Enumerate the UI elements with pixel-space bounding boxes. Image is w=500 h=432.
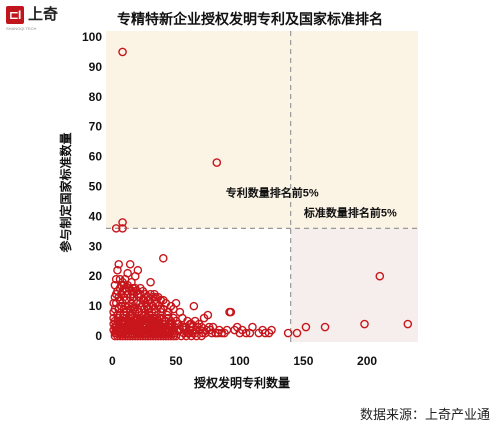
data-point: [254, 328, 264, 338]
data-point: [222, 325, 232, 335]
brand-subtitle: SHANGQI TECH: [6, 26, 37, 31]
data-point: [189, 301, 199, 311]
logo-mark-box: ⊏I: [6, 6, 24, 24]
data-point: [403, 319, 413, 329]
data-point: [213, 328, 223, 338]
data-point: [125, 259, 135, 269]
chart-title: 专精特新企业授权发明专利及国家标准排名: [117, 11, 383, 27]
y-axis-title: 参与制定国家标准数量: [58, 132, 73, 252]
data-point: [125, 292, 135, 302]
data-point: [118, 47, 127, 57]
data-point: [148, 292, 158, 302]
data-point: [167, 319, 177, 329]
brand-name: 上奇: [28, 6, 59, 23]
data-point: [109, 298, 118, 308]
data-point: [111, 274, 121, 284]
annotation-standard-top: 标准数量排名前5%: [303, 205, 397, 219]
logo-mark: ⊏I: [9, 8, 21, 22]
top-percentile-patent-zone: [106, 31, 418, 229]
data-point: [320, 322, 330, 332]
data-point: [201, 328, 210, 338]
y-tick-label: 50: [89, 180, 103, 194]
x-tick-label: 50: [169, 354, 183, 368]
y-tick-label: 100: [82, 30, 102, 44]
data-point: [146, 277, 155, 287]
data-point: [113, 265, 122, 275]
y-axis-ticks: 0 10 20 30 40 50 60 70 80 90 100: [82, 30, 102, 343]
y-tick-label: 20: [89, 269, 103, 283]
data-point: [118, 218, 127, 227]
data-point: [264, 328, 274, 338]
brand-logo: ⊏I 上奇 SHANGQI TECH: [6, 6, 68, 36]
y-tick-label: 80: [89, 90, 103, 104]
y-tick-label: 0: [95, 329, 102, 343]
top-percentile-standard-zone: [290, 228, 418, 342]
data-point: [375, 271, 385, 281]
data-point: [301, 322, 311, 332]
annotation-patent-top: 专利数量排名前5%: [226, 185, 319, 199]
data-point: [171, 298, 181, 308]
data-points: [109, 47, 413, 341]
data-point: [159, 295, 168, 305]
y-tick-label: 30: [89, 239, 103, 253]
data-point: [156, 295, 166, 305]
y-tick-label: 40: [89, 209, 103, 223]
data-point: [283, 328, 293, 338]
data-point: [226, 307, 236, 317]
x-axis-title: 授权发明专利数量: [194, 375, 290, 390]
data-point: [114, 259, 124, 269]
data-point: [159, 253, 168, 263]
data-point: [109, 307, 118, 317]
data-point: [199, 313, 209, 323]
data-point: [118, 224, 127, 233]
data-point: [130, 271, 140, 281]
data-point: [360, 319, 369, 329]
data-point: [237, 325, 247, 335]
x-tick-label: 100: [230, 354, 250, 368]
y-tick-label: 60: [89, 150, 103, 164]
data-point: [260, 328, 270, 338]
y-tick-label: 70: [89, 120, 103, 134]
x-tick-label: 0: [109, 354, 116, 368]
y-tick-label: 10: [89, 299, 103, 313]
data-point: [115, 274, 125, 284]
data-point: [111, 224, 121, 233]
x-tick-label: 150: [293, 354, 313, 368]
data-point: [212, 158, 222, 167]
data-point: [245, 328, 255, 338]
x-axis-ticks: 0 50 100 150 200: [109, 354, 377, 368]
source-note: 数据来源：上奇产业通: [359, 407, 490, 422]
x-tick-label: 200: [357, 354, 377, 368]
data-point: [292, 328, 302, 338]
data-point: [207, 328, 216, 338]
y-tick-label: 90: [89, 60, 103, 74]
